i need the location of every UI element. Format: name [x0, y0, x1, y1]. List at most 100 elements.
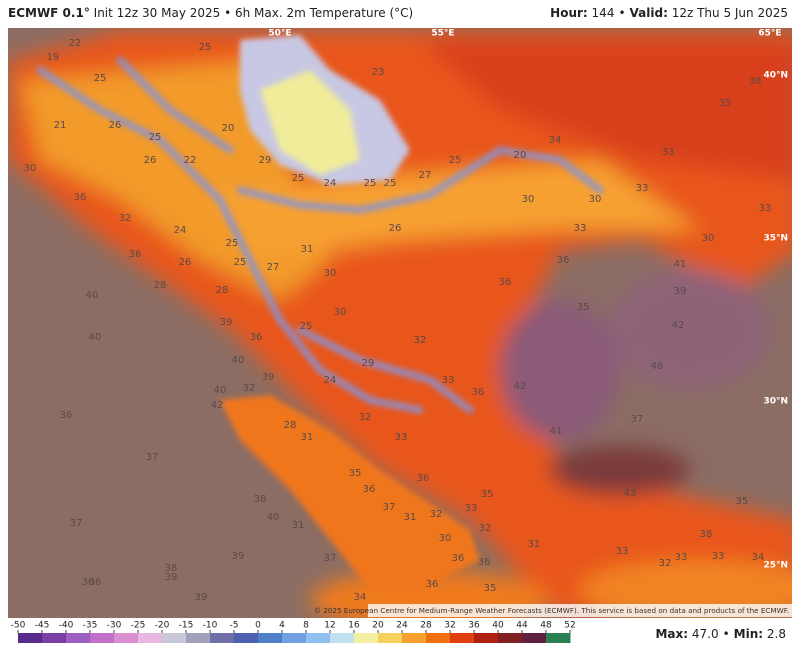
map-field	[8, 28, 792, 618]
temperature-label: 33	[759, 203, 772, 214]
copyright-bg	[368, 604, 792, 617]
colorbar-segment	[210, 633, 235, 643]
temperature-label: 40	[214, 385, 227, 396]
temperature-label: 34	[752, 552, 765, 563]
colorbar-tick-label: 44	[516, 621, 528, 631]
temperature-label: 42	[211, 400, 224, 411]
temperature-label: 28	[154, 280, 167, 291]
temperature-label: 29	[362, 358, 375, 369]
temperature-label: 35	[736, 496, 749, 507]
temperature-label: 40	[232, 355, 245, 366]
temperature-label: 32	[430, 509, 443, 520]
temperature-label: 23	[372, 67, 385, 78]
temperature-label: 25	[292, 173, 305, 184]
temperature-label: 27	[267, 262, 280, 273]
temperature-label: 25	[300, 321, 313, 332]
valid: 12z Thu 5 Jun 2025	[671, 6, 788, 20]
header: ECMWF 0.1° Init 12z 30 May 2025 • 6h Max…	[8, 6, 792, 24]
temperature-label: 37	[70, 518, 83, 529]
colorbar-segment	[90, 633, 115, 643]
temperature-label: 30	[522, 194, 535, 205]
temperature-label: 25	[199, 42, 212, 53]
colorbar-tick-label: -50	[11, 621, 26, 631]
temperature-label: 31	[301, 432, 314, 443]
colorbar-tick-label: 12	[324, 621, 335, 631]
temperature-label: 36	[129, 249, 142, 260]
temperature-label: 28	[216, 285, 229, 296]
temperature-label: 30	[324, 268, 337, 279]
colorbar-tick-label: 0	[255, 621, 261, 631]
temperature-label: 33	[574, 223, 587, 234]
temperature-label: 33	[636, 183, 649, 194]
colorbar-tick-label: 48	[540, 621, 552, 631]
temperature-label: 39	[165, 572, 178, 583]
colorbar-tick-label: 24	[396, 621, 408, 631]
colorbar-segment	[114, 633, 139, 643]
colorbar-segment	[306, 633, 331, 643]
copyright: © 2025 European Centre for Medium-Range …	[314, 606, 789, 615]
colorbar-tick-label: 32	[444, 621, 455, 631]
model: ECMWF 0.1°	[8, 6, 90, 20]
temperature-label: 35	[349, 468, 362, 479]
coordinate-label: 65°E	[758, 29, 781, 39]
temperature-label: 21	[54, 120, 67, 131]
temperature-label: 38	[165, 563, 178, 574]
colorbar-segment	[378, 633, 403, 643]
colorbar-segment	[426, 633, 451, 643]
temperature-label: 33	[712, 551, 725, 562]
temperature-label: 38	[700, 529, 713, 540]
temperature-label: 27	[419, 170, 432, 181]
header-right: Hour: 144 • Valid: 12z Thu 5 Jun 2025	[550, 6, 792, 24]
colorbar-segment	[162, 633, 187, 643]
colorbar-tick-label: 52	[564, 621, 575, 631]
coordinate-label: 25°N	[763, 561, 788, 571]
temperature-label: 26	[179, 257, 192, 268]
colorbar-tick-label: -5	[230, 621, 239, 631]
colorbar-segment	[42, 633, 67, 643]
temperature-label: 24	[324, 178, 337, 189]
temperature-label: 36	[250, 332, 263, 343]
temperature-label: 34	[354, 592, 367, 603]
temperature-label: 33	[442, 375, 455, 386]
colorbar-segment	[498, 633, 523, 643]
temperature-label: 30	[439, 533, 452, 544]
temperature-label: 41	[674, 259, 687, 270]
temperature-label: 32	[659, 558, 672, 569]
header-left: ECMWF 0.1° Init 12z 30 May 2025 • 6h Max…	[8, 6, 417, 24]
colorbar-tick-label: -10	[203, 621, 218, 631]
coordinate-label: 35°N	[763, 234, 788, 244]
separator: •	[722, 627, 730, 641]
temperature-label: 35	[484, 583, 497, 594]
colorbar-tick-label: -25	[131, 621, 146, 631]
temperature-label: 40	[89, 332, 102, 343]
colorbar-tick-label: 36	[468, 621, 480, 631]
temperature-label: 32	[243, 383, 256, 394]
temperature-label: 31	[404, 512, 417, 523]
temperature-label: 33	[395, 432, 408, 443]
temperature-label: 30	[702, 233, 715, 244]
colorbar-tick-label: 28	[420, 621, 432, 631]
temperature-label: 33	[662, 147, 675, 158]
colorbar-segment	[522, 633, 547, 643]
temperature-label: 38	[254, 494, 267, 505]
temperature-label: 43	[624, 488, 637, 499]
colorbar-segment	[66, 633, 91, 643]
temperature-label: 30	[589, 194, 602, 205]
temperature-label: 39	[195, 592, 208, 603]
temperature-label: 36	[557, 255, 570, 266]
temperature-label: 40	[267, 512, 280, 523]
temperature-label: 32	[414, 335, 427, 346]
temperature-label: 26	[144, 155, 157, 166]
min-label: Min:	[733, 627, 764, 641]
temperature-label: 31	[301, 244, 314, 255]
temperature-label: 37	[383, 502, 396, 513]
temperature-label: 36	[60, 410, 73, 421]
separator: •	[618, 6, 626, 20]
colorbar-tick-label: 20	[372, 621, 384, 631]
colorbar-segment	[18, 633, 43, 643]
hour-label: Hour:	[550, 6, 588, 20]
colorbar-segment	[282, 633, 307, 643]
colorbar-tick-label: -40	[59, 621, 74, 631]
temperature-label: 32	[359, 412, 372, 423]
